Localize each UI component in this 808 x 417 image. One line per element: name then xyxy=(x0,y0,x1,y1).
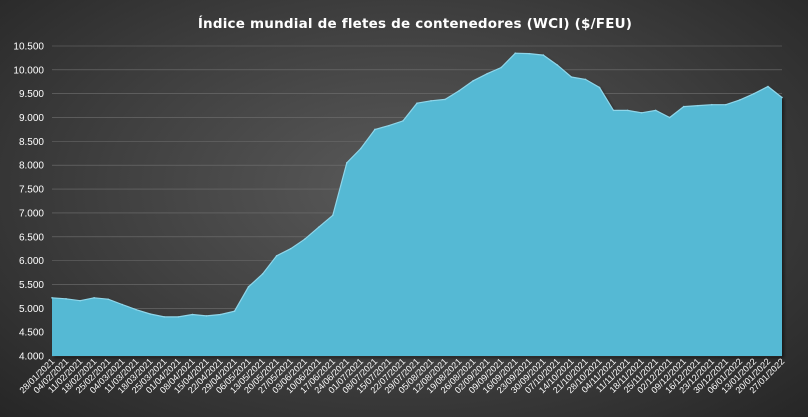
data-point xyxy=(486,72,488,75)
data-point xyxy=(65,297,67,300)
data-point xyxy=(79,299,81,302)
data-point xyxy=(388,124,390,127)
data-point xyxy=(781,96,783,99)
data-point xyxy=(275,255,278,257)
data-point xyxy=(725,103,727,106)
y-tick-label: 5.000 xyxy=(19,304,44,315)
data-point xyxy=(107,298,109,301)
data-point xyxy=(711,103,713,106)
y-tick-label: 5.500 xyxy=(19,280,44,291)
data-point xyxy=(500,66,503,69)
data-point xyxy=(233,310,236,312)
y-tick-label: 7.000 xyxy=(19,208,44,219)
data-point xyxy=(753,92,755,95)
data-point xyxy=(444,98,446,101)
data-point xyxy=(149,313,152,315)
y-tick-label: 4.500 xyxy=(19,328,44,339)
area-series xyxy=(51,52,783,356)
data-point xyxy=(640,111,643,114)
data-point xyxy=(51,297,53,299)
chart-title: Índice mundial de fletes de contenedores… xyxy=(198,15,632,32)
y-tick-label: 10.500 xyxy=(13,42,44,53)
data-point xyxy=(135,308,138,311)
data-point xyxy=(556,64,559,66)
data-point xyxy=(247,286,250,288)
y-tick-label: 7.500 xyxy=(19,185,44,196)
data-point xyxy=(570,76,573,78)
y-tick-label: 6.500 xyxy=(19,232,44,243)
data-point xyxy=(612,109,615,112)
y-axis: 4.000 4.500 5.000 5.500 6.000 6.500 7.000 7.500… xyxy=(13,42,44,363)
data-point xyxy=(472,80,474,82)
data-point xyxy=(514,52,517,54)
y-tick-label: 4.000 xyxy=(19,352,44,363)
data-point xyxy=(205,315,208,317)
data-point xyxy=(346,162,348,164)
data-point xyxy=(767,85,769,88)
data-point xyxy=(360,147,362,150)
data-point xyxy=(177,316,180,318)
data-point xyxy=(191,313,194,316)
data-point xyxy=(542,54,545,56)
data-point xyxy=(696,104,699,107)
y-tick-label: 6.000 xyxy=(19,256,44,267)
y-tick-label: 8.500 xyxy=(19,137,44,148)
data-point xyxy=(668,116,671,119)
data-point xyxy=(289,247,292,250)
data-point xyxy=(331,214,334,217)
data-point xyxy=(163,316,166,318)
data-point xyxy=(416,102,418,105)
data-point xyxy=(261,273,264,275)
data-point xyxy=(528,52,531,55)
data-point xyxy=(303,238,306,240)
data-point xyxy=(93,297,95,299)
area-fill xyxy=(52,53,782,356)
data-point xyxy=(402,120,404,122)
data-point xyxy=(739,99,741,101)
data-point xyxy=(584,78,587,81)
data-point xyxy=(598,86,601,89)
data-point xyxy=(654,109,657,112)
data-point xyxy=(121,303,123,306)
y-tick-label: 9.000 xyxy=(19,113,44,124)
data-point xyxy=(682,105,685,108)
data-point xyxy=(317,226,320,229)
y-tick-label: 8.000 xyxy=(19,161,44,172)
y-tick-label: 10.000 xyxy=(13,65,44,76)
data-point xyxy=(458,90,460,92)
y-tick-label: 9.500 xyxy=(19,89,44,100)
data-point xyxy=(219,313,222,316)
data-point xyxy=(430,100,432,102)
data-point xyxy=(626,109,629,112)
x-axis: 28/01/202104/02/202111/02/202118/02/2021… xyxy=(17,356,786,395)
data-point xyxy=(374,128,376,131)
